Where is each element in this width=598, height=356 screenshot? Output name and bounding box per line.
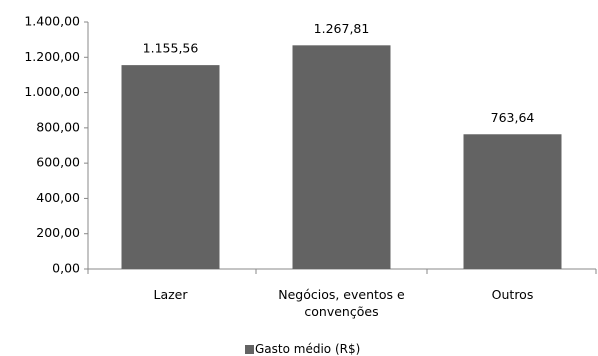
bar bbox=[463, 134, 562, 269]
y-tick-label: 0,00 bbox=[52, 261, 80, 276]
y-tick-label: 1.200,00 bbox=[24, 49, 80, 64]
legend-label: Gasto médio (R$) bbox=[255, 342, 361, 356]
legend-swatch bbox=[245, 345, 254, 354]
value-label: 1.267,81 bbox=[314, 21, 370, 36]
x-tick-label: Negócios, eventos e convenções bbox=[278, 287, 405, 319]
x-tick-label: Outros bbox=[491, 287, 534, 302]
y-tick-label: 400,00 bbox=[36, 190, 80, 205]
bar bbox=[292, 45, 391, 269]
y-tick-label: 1.400,00 bbox=[24, 14, 80, 29]
y-tick-label: 800,00 bbox=[36, 119, 80, 134]
value-label: 1.155,56 bbox=[143, 41, 199, 56]
y-tick-label: 200,00 bbox=[36, 225, 80, 240]
value-label: 763,64 bbox=[491, 110, 535, 125]
y-tick-label: 1.000,00 bbox=[24, 84, 80, 99]
x-tick-label: Lazer bbox=[153, 287, 188, 302]
bar bbox=[121, 65, 220, 270]
y-tick-label: 600,00 bbox=[36, 155, 80, 170]
